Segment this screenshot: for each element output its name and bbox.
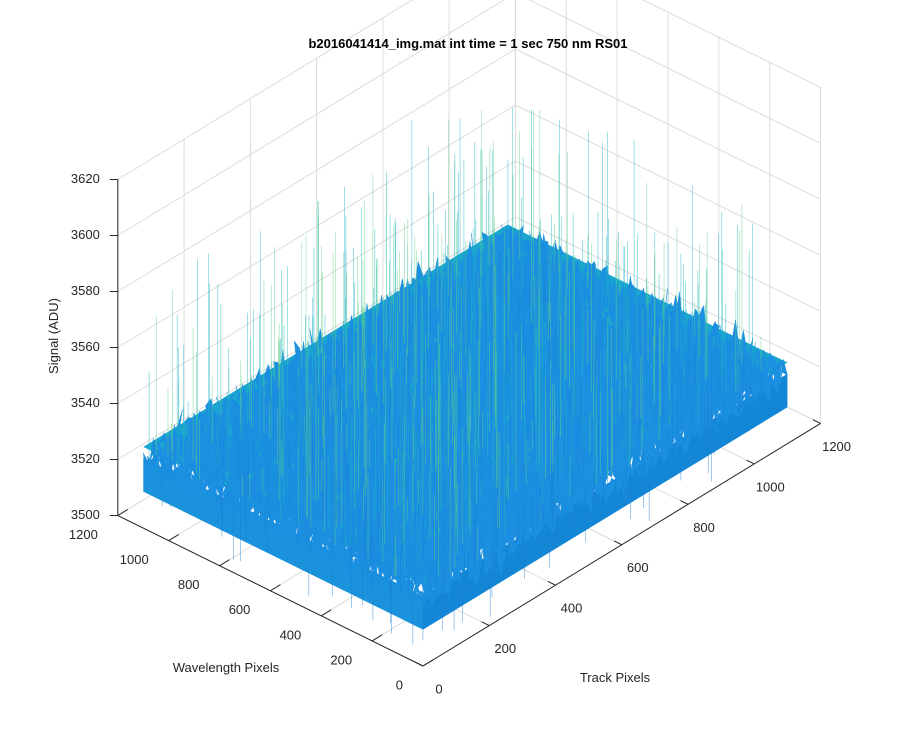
surface-patch [518,323,529,350]
surface-patch [585,291,595,310]
grid-line [515,48,821,200]
surface-patch [554,327,564,332]
surface [143,107,788,645]
surface-patch [632,292,643,306]
surface-patch [582,266,593,298]
grid-line [117,0,414,180]
surface-patch [594,282,605,302]
surface-patch [638,288,648,314]
grid-line [528,0,821,144]
grid-line [117,104,516,348]
surface-patch [546,239,556,257]
grid-line [117,48,516,292]
surface-patch [478,285,489,295]
surface-patch [581,305,592,313]
surface-front-face [423,373,788,630]
grid-line [117,0,505,236]
surface-patch [377,309,388,336]
surface-patch [607,319,617,350]
grid-line [515,104,821,256]
grid-line [642,0,821,88]
grid-line [117,216,516,460]
surface-patch [620,295,630,311]
grid-line [515,160,821,312]
grid-line [117,160,516,404]
